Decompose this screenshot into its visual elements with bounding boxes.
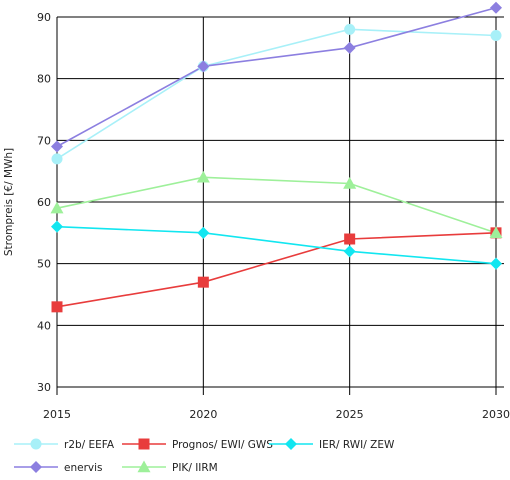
legend-label: r2b/ EEFA xyxy=(64,439,115,451)
legend-marker xyxy=(285,438,297,450)
y-axis-title: Strompreis [€/ MWh] xyxy=(3,148,15,256)
data-point xyxy=(196,170,210,183)
legend-marker xyxy=(30,438,42,450)
data-point xyxy=(51,220,63,233)
legend-marker xyxy=(138,438,150,450)
grid-lines xyxy=(57,16,504,388)
data-point xyxy=(197,276,209,288)
data-point xyxy=(51,301,63,313)
legend-label: Prognos/ EWI/ GWS xyxy=(172,439,273,451)
data-point xyxy=(490,1,502,14)
series-line xyxy=(56,6,497,148)
data-point xyxy=(343,245,356,258)
data-point xyxy=(490,257,502,270)
x-tick-label: 2030 xyxy=(482,408,510,421)
series-line xyxy=(56,176,497,234)
data-point xyxy=(197,226,210,239)
legend: r2b/ EEFA Prognos/ EWI/ GWS IER/ RWI/ ZEW e… xyxy=(14,438,395,474)
x-tick-label: 2015 xyxy=(43,408,71,421)
y-tick-label: 70 xyxy=(37,134,51,147)
y-tick-label: 40 xyxy=(37,319,51,332)
legend-marker xyxy=(137,460,151,473)
data-point xyxy=(344,23,356,35)
tick-labels: 30 40 50 60 70 80 90 2015 2020 2025 2030 xyxy=(37,11,510,421)
data-point xyxy=(51,140,63,153)
series-lines xyxy=(56,6,497,308)
axes xyxy=(56,17,497,395)
y-tick-label: 50 xyxy=(37,258,51,271)
data-point xyxy=(51,153,63,165)
data-point xyxy=(197,60,210,73)
data-point xyxy=(343,177,357,189)
legend-label: enervis xyxy=(64,462,103,474)
series-line xyxy=(56,225,497,265)
series-line xyxy=(56,232,497,308)
data-point xyxy=(344,233,356,245)
series-markers xyxy=(50,1,503,313)
legend-label: IER/ RWI/ ZEW xyxy=(319,439,395,451)
y-tick-label: 90 xyxy=(37,11,51,24)
data-point xyxy=(50,201,64,214)
series-line xyxy=(56,28,497,160)
data-point xyxy=(489,226,503,239)
y-tick-label: 60 xyxy=(37,196,51,209)
data-point xyxy=(490,30,502,41)
x-tick-label: 2025 xyxy=(336,408,364,421)
y-tick-label: 80 xyxy=(37,73,51,86)
x-tick-label: 2020 xyxy=(189,408,217,421)
legend-marker xyxy=(30,461,42,473)
data-point xyxy=(343,41,356,54)
legend-label: PIK/ IIRM xyxy=(172,462,218,474)
y-tick-label: 30 xyxy=(37,381,51,394)
